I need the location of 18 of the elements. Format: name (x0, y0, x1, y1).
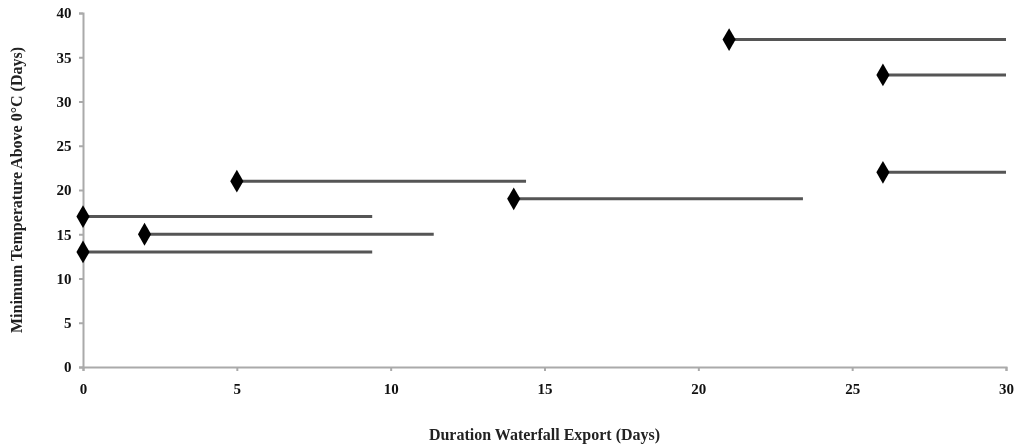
x-tick-label: 20 (691, 380, 707, 397)
x-tick-label: 15 (537, 380, 553, 397)
y-tick-label: 10 (56, 270, 72, 287)
y-tick-label: 30 (56, 93, 72, 110)
x-axis-title: Duration Waterfall Export (Days) (428, 426, 661, 444)
y-tick-label: 0 (64, 359, 72, 376)
y-tick-label: 5 (64, 315, 72, 332)
y-tick-label: 35 (56, 49, 72, 66)
y-tick-label: 15 (56, 226, 72, 243)
x-tick-label: 5 (233, 380, 242, 397)
y-axis-title: Minimum Temperature Above 0°C (Days) (8, 46, 26, 334)
x-tick-label: 0 (79, 380, 88, 397)
x-tick-label: 25 (845, 380, 861, 397)
x-tick-label: 10 (383, 380, 399, 397)
y-tick-label: 20 (56, 182, 72, 199)
x-tick-label: 30 (999, 380, 1014, 397)
y-tick-label: 25 (56, 138, 72, 155)
y-tick-label: 40 (56, 5, 72, 22)
